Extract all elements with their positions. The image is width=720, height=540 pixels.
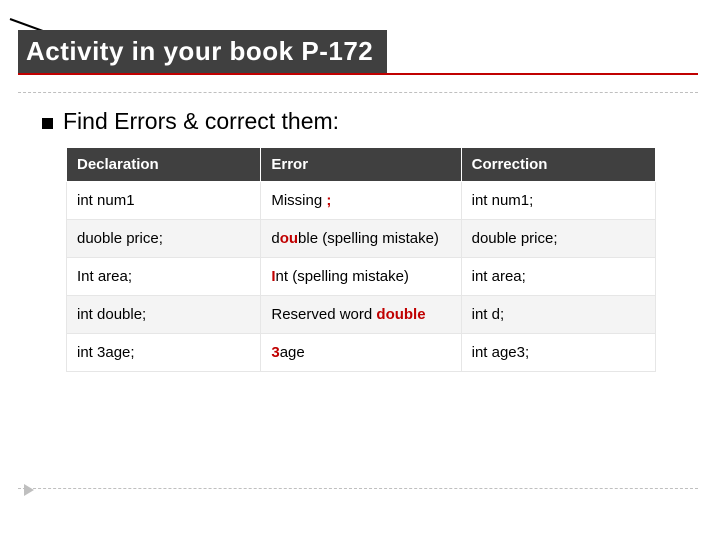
cell-correction: int age3; [461, 334, 655, 372]
content-area: Find Errors & correct them: Declaration … [42, 108, 682, 372]
cell-correction: int num1; [461, 182, 655, 220]
cell-correction: double price; [461, 220, 655, 258]
title-block: Activity in your book P-172 [18, 30, 698, 75]
page-title: Activity in your book P-172 [26, 36, 373, 66]
highlight-text: ou [280, 230, 298, 247]
cell-declaration: int 3age; [67, 334, 261, 372]
cell-declaration: duoble price; [67, 220, 261, 258]
highlight-text: ; [326, 192, 331, 209]
cell-declaration: Int area; [67, 258, 261, 296]
table-header-row: Declaration Error Correction [67, 148, 656, 182]
cell-error: Int (spelling mistake) [261, 258, 461, 296]
col-header-error: Error [261, 148, 461, 182]
cell-correction: int d; [461, 296, 655, 334]
errors-table: Declaration Error Correction int num1 Mis… [66, 147, 656, 372]
subtitle-row: Find Errors & correct them: [42, 108, 682, 135]
bullet-icon [42, 118, 53, 129]
cell-text: int num1; [472, 192, 534, 209]
cell-text: Reserved word [271, 306, 376, 323]
cell-error: 3age [261, 334, 461, 372]
table-body: int num1 Missing ; int num1; duoble price; d… [67, 182, 656, 372]
divider-bottom [18, 488, 698, 489]
cell-text: int d; [472, 306, 505, 323]
cell-text: int 3age; [77, 344, 135, 361]
table-row: Int area; Int (spelling mistake) int area; [67, 258, 656, 296]
title-underline [18, 73, 698, 75]
cell-declaration: int num1 [67, 182, 261, 220]
table-row: int 3age; 3age int age3; [67, 334, 656, 372]
cell-text: d [271, 230, 279, 247]
cell-text: int double; [77, 306, 146, 323]
title-box: Activity in your book P-172 [18, 30, 387, 73]
table-row: int num1 Missing ; int num1; [67, 182, 656, 220]
cell-correction: int area; [461, 258, 655, 296]
col-header-declaration: Declaration [67, 148, 261, 182]
cell-declaration: int double; [67, 296, 261, 334]
corner-arrow-icon [24, 484, 34, 496]
cell-error: Missing ; [261, 182, 461, 220]
cell-text: int age3; [472, 344, 530, 361]
highlight-text: double [376, 306, 425, 323]
cell-text: double price; [472, 230, 558, 247]
table-row: int double; Reserved word double int d; [67, 296, 656, 334]
cell-text: Int area; [77, 268, 132, 285]
cell-text: int num1 [77, 192, 135, 209]
cell-text: Missing [271, 192, 326, 209]
subtitle-text: Find Errors & correct them: [63, 108, 339, 135]
cell-text: age [280, 344, 305, 361]
cell-text: nt (spelling mistake) [276, 268, 409, 285]
table-row: duoble price;double (spelling mistake)do… [67, 220, 656, 258]
col-header-correction: Correction [461, 148, 655, 182]
cell-error: double (spelling mistake) [261, 220, 461, 258]
cell-error: Reserved word double [261, 296, 461, 334]
cell-text: ble (spelling mistake) [298, 230, 439, 247]
divider-top [18, 92, 698, 93]
cell-text: duoble price; [77, 230, 163, 247]
cell-text: int area; [472, 268, 526, 285]
highlight-text: 3 [271, 344, 279, 361]
